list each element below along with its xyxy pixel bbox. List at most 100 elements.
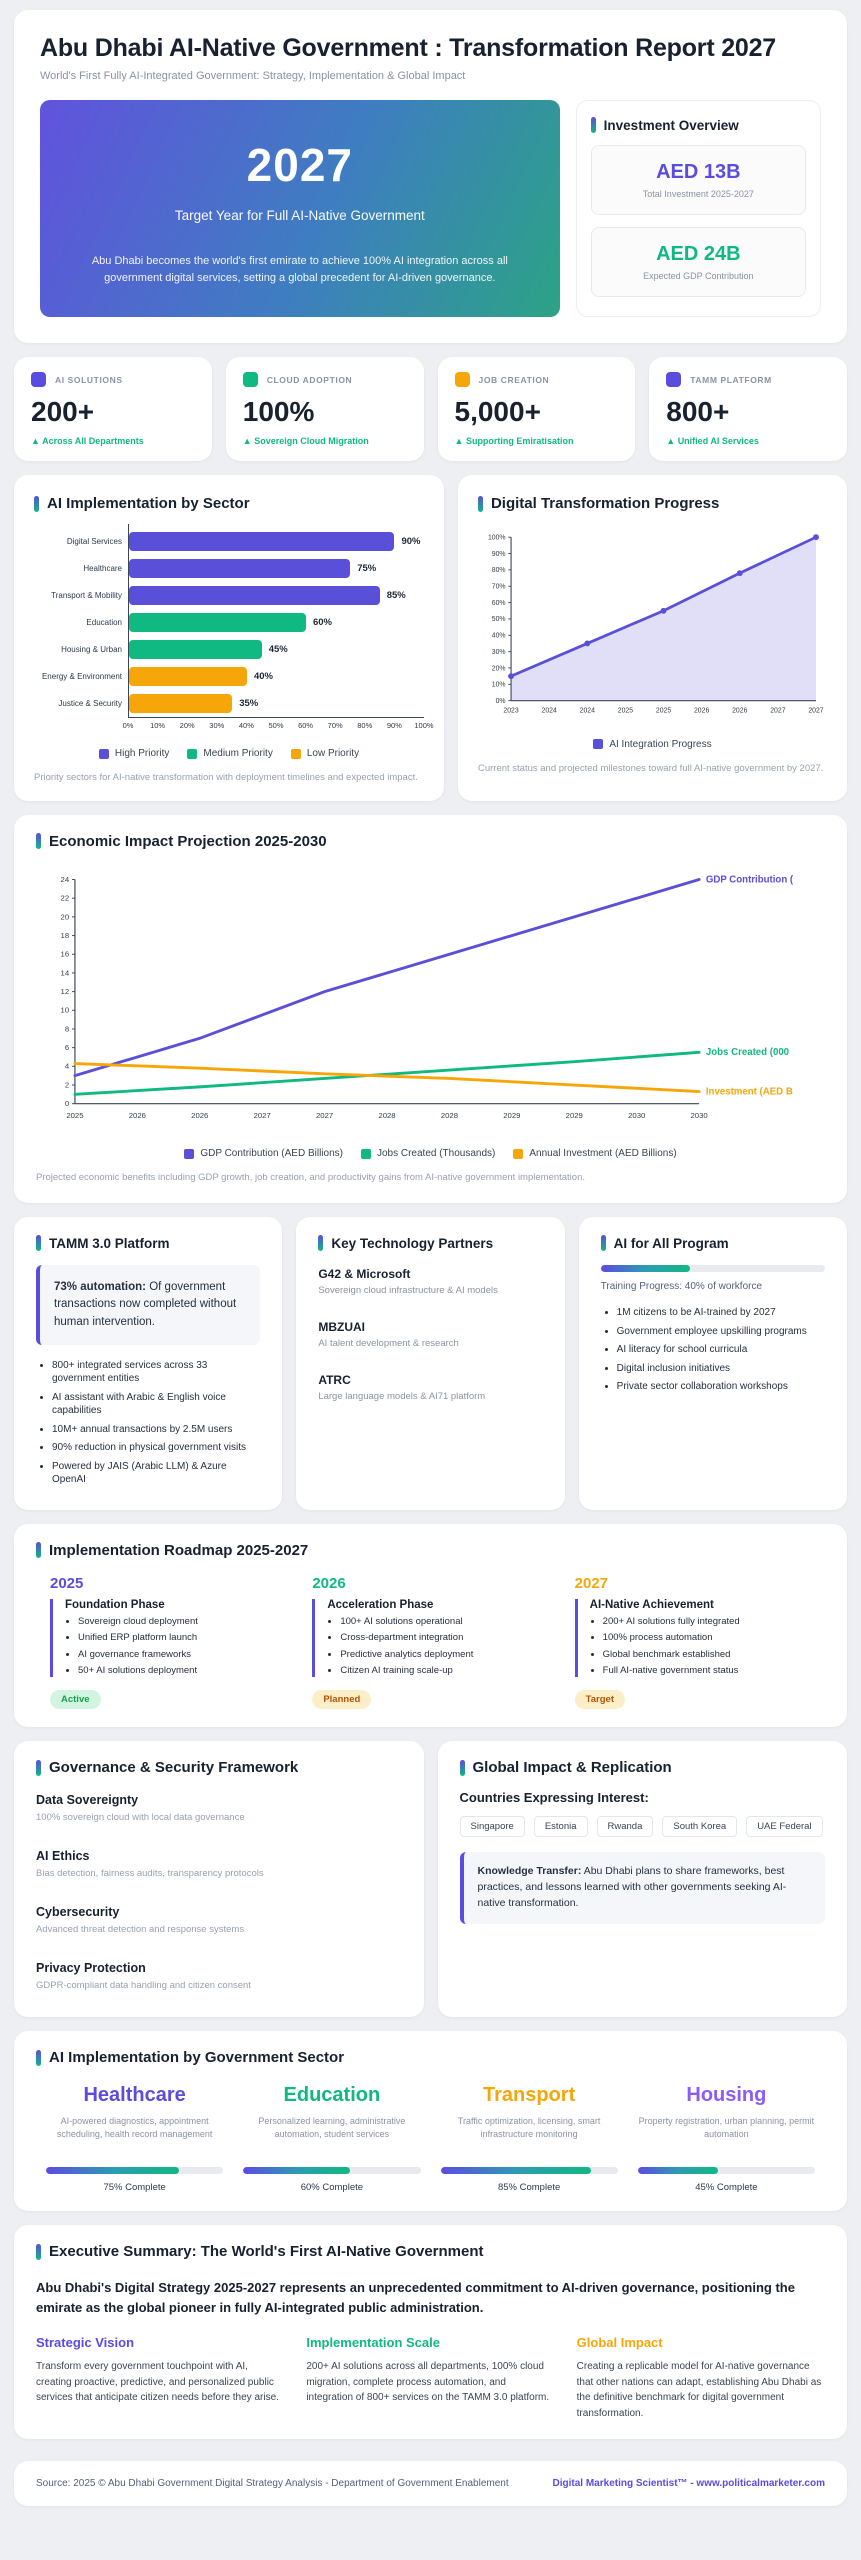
status-badge: Active xyxy=(50,1690,101,1710)
up-arrow-icon: ▲ xyxy=(454,436,464,447)
accent-bar-icon xyxy=(459,1759,465,1776)
sector-desc: Property registration, urban planning, p… xyxy=(638,2116,815,2139)
svg-text:2025: 2025 xyxy=(66,1111,83,1120)
accent-bar-icon xyxy=(477,495,483,512)
sector-desc: Personalized learning, administrative au… xyxy=(258,2116,406,2139)
svg-text:50%: 50% xyxy=(492,616,506,623)
governance-item-name: Cybersecurity xyxy=(36,1905,120,1920)
country-chip: Rwanda xyxy=(596,1816,654,1838)
stat-label: JOB CREATION xyxy=(478,374,550,385)
knowledge-transfer-note: Knowledge Transfer: Abu Dhabi plans to s… xyxy=(459,1852,825,1924)
executive-intro: Abu Dhabi's Digital Strategy 2025-2027 r… xyxy=(36,2280,795,2315)
phase-name: Acceleration Phase xyxy=(327,1598,434,1611)
bar-value-label: 40% xyxy=(253,671,273,683)
partner-name: ATRC xyxy=(318,1373,351,1388)
svg-text:90%: 90% xyxy=(492,551,506,558)
sector-transport: Transport Traffic optimization, licensin… xyxy=(440,2084,618,2193)
country-chip: UAE Federal xyxy=(746,1816,823,1838)
page-subtitle: World's First Fully AI-Integrated Govern… xyxy=(40,70,466,82)
hero-banner: 2027 Target Year for Full AI-Native Gove… xyxy=(40,100,560,318)
tamm-highlight: 73% automation: Of government transactio… xyxy=(36,1265,261,1345)
global-impact-title: Global Impact & Replication xyxy=(472,1759,672,1777)
exec-text: 200+ AI solutions across all departments… xyxy=(306,2361,550,2404)
partner-item: ATRC Large language models & AI71 platfo… xyxy=(318,1373,542,1402)
bar-category-label: Transport & Mobility xyxy=(51,590,122,600)
country-chip-list: Singapore Estonia Rwanda South Korea UAE Fed… xyxy=(459,1816,826,1838)
sector-progress-fill xyxy=(243,2167,350,2175)
up-arrow-icon: ▲ xyxy=(666,436,676,447)
bullet-item: Unified ERP platform launch xyxy=(78,1632,286,1644)
bullet-item: Global benchmark established xyxy=(603,1649,811,1661)
accent-bar-icon xyxy=(36,2049,41,2066)
svg-text:2025: 2025 xyxy=(656,708,671,715)
partner-name: MBZUAI xyxy=(318,1320,365,1335)
accent-bar-icon xyxy=(318,1235,324,1252)
sector-name: Education xyxy=(283,2084,381,2107)
bullet-item: Sovereign cloud deployment xyxy=(78,1616,286,1628)
investment-label: Expected GDP Contribution xyxy=(643,271,754,281)
roadmap-phase-2027: 2027 AI-Native Achievement 200+ AI solut… xyxy=(574,1575,811,1710)
accent-bar-icon xyxy=(36,1235,41,1252)
legend-swatch xyxy=(513,1148,524,1159)
svg-text:2026: 2026 xyxy=(191,1111,208,1120)
bullet-item: 10M+ annual transactions by 2.5M users xyxy=(52,1423,260,1437)
accent-bar-icon xyxy=(590,117,596,133)
bar-value-label: 35% xyxy=(239,698,259,710)
up-arrow-icon: ▲ xyxy=(242,436,252,447)
svg-text:2026: 2026 xyxy=(129,1111,146,1120)
phase-name: Foundation Phase xyxy=(65,1598,165,1611)
hero-description: Abu Dhabi becomes the world's first emir… xyxy=(91,255,508,285)
svg-text:2027: 2027 xyxy=(808,708,823,715)
svg-text:4: 4 xyxy=(65,1062,70,1071)
tamm-highlight-rest: Of government transactions now completed… xyxy=(54,1281,237,1328)
tamm-highlight-bold: 73% automation: xyxy=(54,1281,147,1294)
bar-category-label: Housing & Urban xyxy=(61,644,122,654)
bullet-item: Powered by JAIS (Arabic LLM) & Azure Ope… xyxy=(52,1460,260,1487)
bar xyxy=(129,640,262,660)
partner-name: G42 & Microsoft xyxy=(318,1267,411,1282)
stat-card-tamm-platform: TAMM PLATFORM 800+ ▲ Unified AI Services xyxy=(649,357,847,462)
sector-desc: Traffic optimization, licensing, smart i… xyxy=(457,2116,601,2139)
progress-area-chart-card: Digital Transformation Progress 0% 10% 20%… xyxy=(457,475,847,801)
investment-label: Total Investment 2025-2027 xyxy=(642,189,754,199)
bar-row: Transport & Mobility 85% xyxy=(34,582,424,609)
x-tick-label: 40% xyxy=(238,721,254,731)
stat-delta-text: Unified AI Services xyxy=(677,436,759,447)
svg-text:100%: 100% xyxy=(488,535,506,542)
svg-text:2027: 2027 xyxy=(316,1111,333,1120)
legend-item: Jobs Created (Thousands) xyxy=(360,1148,495,1159)
investment-value: AED 13B xyxy=(656,161,741,183)
exec-text: Creating a replicable model for AI-nativ… xyxy=(576,2361,822,2419)
bar-category-label: Digital Services xyxy=(66,536,122,546)
svg-text:14: 14 xyxy=(61,968,70,977)
svg-text:24: 24 xyxy=(61,875,70,884)
governance-item-desc: GDPR-compliant data handling and citizen… xyxy=(36,1980,251,1992)
bullet-item: Government employee upskilling programs xyxy=(617,1325,825,1339)
econ-chart-caption: Projected economic benefits including GD… xyxy=(36,1172,586,1184)
x-tick-label: 50% xyxy=(268,721,284,731)
sector-progress-bar xyxy=(637,2167,815,2175)
svg-text:6: 6 xyxy=(65,1043,69,1052)
x-tick-label: 80% xyxy=(357,721,373,731)
sectors-card: AI Implementation by Government Sector H… xyxy=(14,2031,847,2212)
footer-credit-link[interactable]: Digital Marketing Scientist™ - www.polit… xyxy=(552,2478,825,2490)
sector-pct-label: 60% Complete xyxy=(300,2182,364,2194)
sector-desc: AI-powered diagnostics, appointment sche… xyxy=(56,2116,213,2139)
bar-row: Energy & Environment 40% xyxy=(34,663,424,690)
roadmap-phase-2025: 2025 Foundation Phase Sovereign cloud de… xyxy=(50,1575,286,1710)
global-impact-card: Global Impact & Replication Countries Ex… xyxy=(437,1741,847,2018)
bar-row: Justice & Security 35% xyxy=(34,690,424,717)
bullet-item: 1M citizens to be AI-trained by 2027 xyxy=(617,1306,825,1320)
sector-progress-bar xyxy=(46,2167,224,2175)
partner-desc: AI talent development & research xyxy=(318,1338,459,1350)
governance-item-desc: 100% sovereign cloud with local data gov… xyxy=(36,1812,245,1824)
header-card: Abu Dhabi AI-Native Government : Transfo… xyxy=(14,10,847,344)
sector-pct-label: 45% Complete xyxy=(695,2182,758,2194)
bullet-item: AI literacy for school curricula xyxy=(617,1343,825,1357)
training-progress-fill xyxy=(600,1265,691,1273)
bullet-item: AI governance frameworks xyxy=(78,1649,286,1661)
stat-card-job-creation: JOB CREATION 5,000+ ▲ Supporting Emirati… xyxy=(437,357,636,462)
stat-value: 100% xyxy=(242,396,315,428)
